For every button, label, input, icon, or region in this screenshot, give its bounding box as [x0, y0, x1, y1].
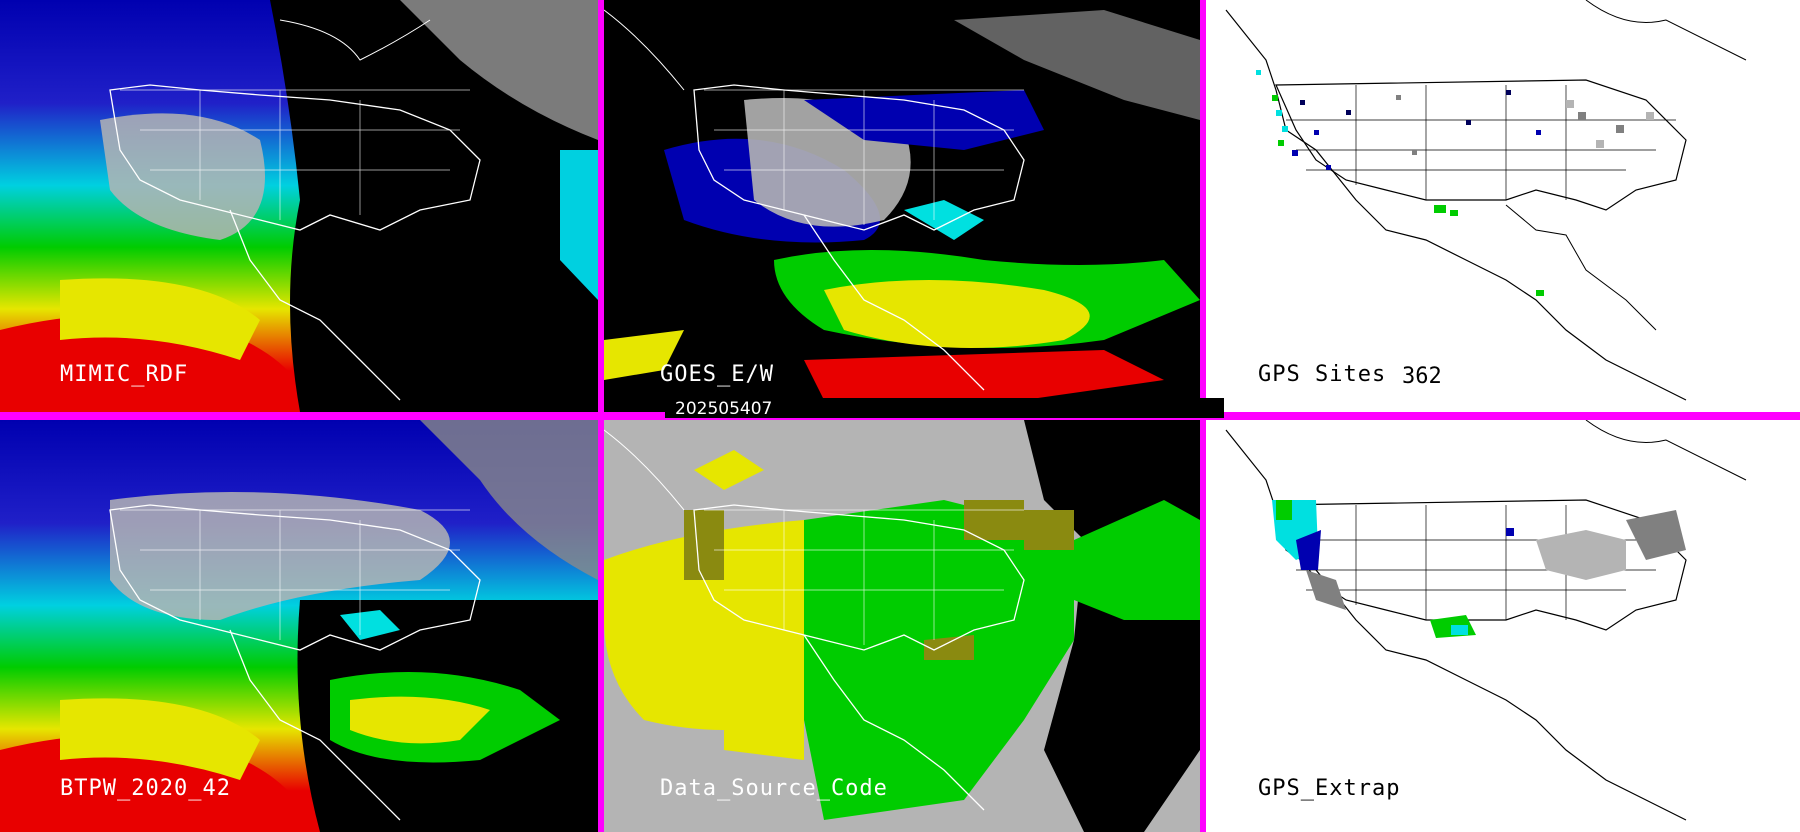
date-stamp-bar: 202505407 [665, 398, 1224, 419]
gps-sites-map [1225, 0, 1747, 401]
gps-sites-count: 362 [1402, 364, 1442, 389]
panel-goes-ew: GOES_E/W [604, 0, 1200, 412]
panel-mimic-rdf: MIMIC_RDF [0, 0, 598, 412]
panel-label-mimic-rdf: MIMIC_RDF [60, 362, 189, 387]
panel-btpw: BTPW_2020_42 [0, 420, 598, 832]
date-stamp: 202505407 [675, 399, 773, 419]
panel-label-gps-sites: GPS Sites [1258, 362, 1387, 387]
panel-label-gps-extrap: GPS_Extrap [1258, 776, 1401, 801]
goes-ew-map [604, 9, 1200, 400]
btpw-map [0, 420, 598, 832]
panel-data-source-code: Data_Source_Code [604, 420, 1200, 832]
panel-label-goes-ew: GOES_E/W [660, 362, 774, 387]
panel-label-data-source-code: Data_Source_Code [660, 776, 888, 801]
data-source-code-map [604, 420, 1200, 832]
panel-gps-extrap: GPS_Extrap [1206, 420, 1800, 832]
panel-label-btpw: BTPW_2020_42 [60, 776, 231, 801]
gps-site-markers [1256, 70, 1654, 296]
panel-gps-sites: GPS Sites 362 [1206, 0, 1800, 412]
gps-extrap-map [1225, 420, 1747, 821]
mimic-rdf-map [0, 0, 598, 412]
